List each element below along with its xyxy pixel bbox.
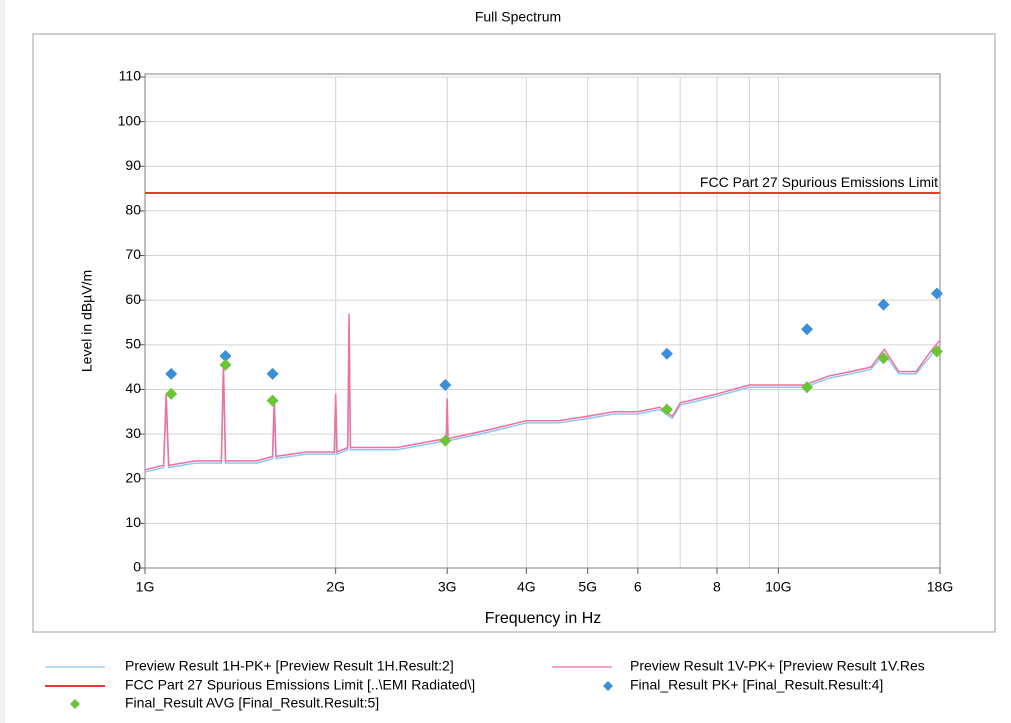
data-point	[165, 387, 178, 400]
data-point	[801, 323, 814, 336]
annotation: FCC Part 27 Spurious Emissions Limit	[700, 174, 938, 190]
y-axis-title: Level in dBµV/m	[79, 270, 95, 372]
legend-label: Preview Result 1H-PK+ [Preview Result 1H…	[125, 658, 454, 674]
x-axis-title: Frequency in Hz	[485, 610, 602, 627]
data-point	[439, 378, 452, 391]
chart-frame	[32, 33, 996, 633]
y-tick-label: 20	[125, 469, 141, 485]
x-tick-label: 18G	[927, 579, 953, 595]
y-tick-label: 70	[125, 246, 141, 262]
x-tick-label: 8	[713, 579, 721, 595]
legend-swatch	[603, 681, 613, 691]
x-tick-label: 4G	[517, 579, 536, 595]
legend-swatch	[70, 699, 80, 709]
y-tick-label: 60	[125, 291, 141, 307]
legend-label: Final_Result AVG [Final_Result.Result:5]	[125, 695, 379, 711]
data-point	[801, 381, 814, 394]
data-point	[930, 345, 943, 358]
y-tick-label: 90	[125, 157, 141, 173]
x-tick-label: 1G	[136, 579, 155, 595]
y-tick-label: 100	[118, 112, 142, 128]
x-tick-label: 3G	[438, 579, 457, 595]
legend-label: Final_Result PK+ [Final_Result.Result:4]	[630, 677, 883, 693]
legend-label: Preview Result 1V-PK+ [Preview Result 1V…	[630, 658, 925, 674]
legend-label: FCC Part 27 Spurious Emissions Limit [..…	[125, 677, 475, 693]
chart-title: Full Spectrum	[475, 9, 561, 25]
y-tick-label: 0	[133, 559, 141, 575]
x-tick-label: 6	[634, 579, 642, 595]
plot-frame	[144, 73, 941, 569]
data-point	[877, 352, 890, 365]
data-point	[660, 347, 673, 360]
y-tick-label: 30	[125, 425, 141, 441]
data-point	[439, 434, 452, 447]
data-point	[877, 298, 890, 311]
y-tick-label: 10	[125, 514, 141, 530]
x-tick-label: 10G	[765, 579, 791, 595]
x-tick-label: 2G	[326, 579, 345, 595]
data-point	[165, 367, 178, 380]
y-tick-label: 50	[125, 336, 141, 352]
y-tick-label: 110	[119, 68, 142, 84]
data-point	[930, 287, 943, 300]
data-point	[219, 349, 232, 362]
data-point	[266, 367, 279, 380]
data-point	[219, 358, 232, 371]
data-point	[660, 403, 673, 416]
data-point	[266, 394, 279, 407]
y-tick-label: 80	[125, 202, 141, 218]
y-tick-label: 40	[125, 380, 141, 396]
x-tick-label: 5G	[578, 579, 597, 595]
